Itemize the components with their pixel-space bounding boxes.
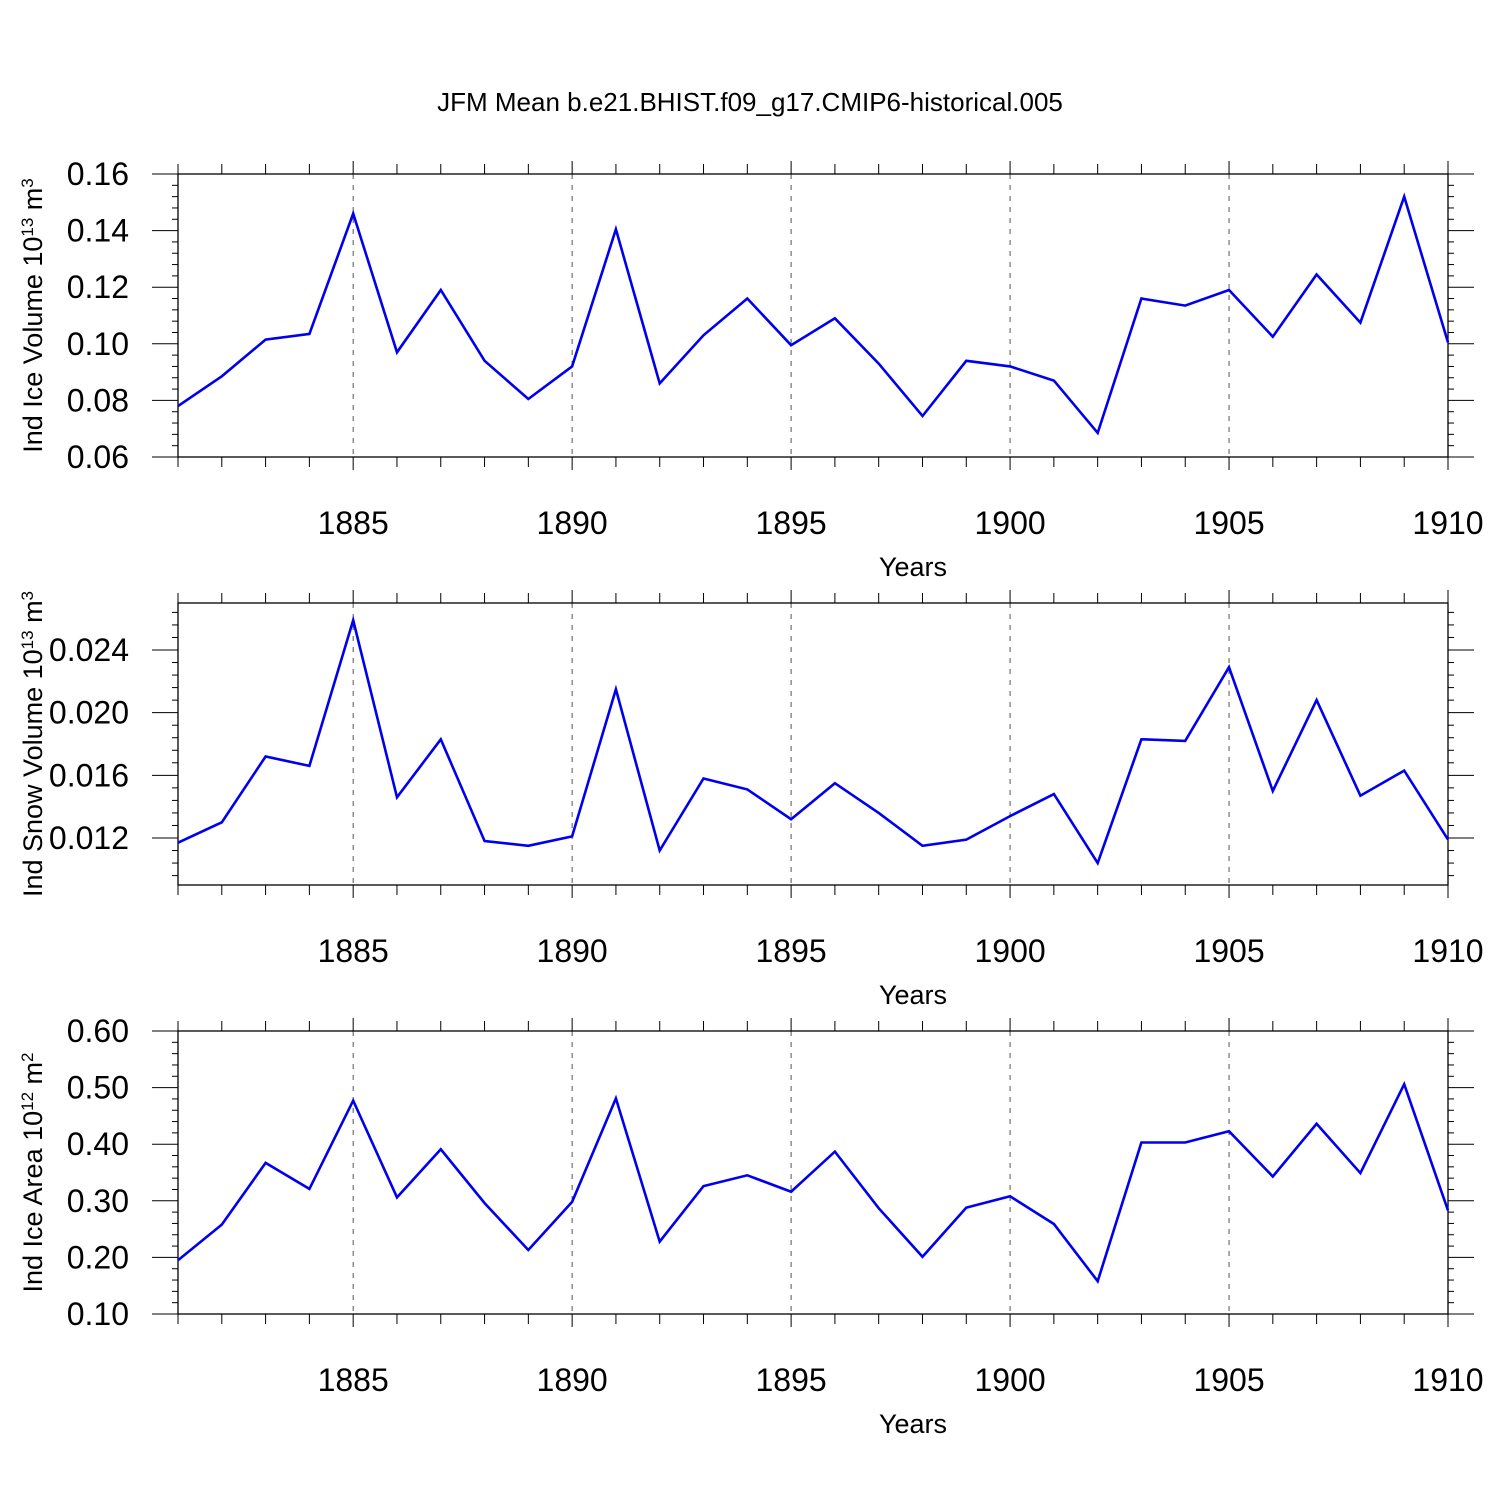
y-axis-label: Ind Ice Area 1012 m2: [18, 1052, 49, 1292]
x-tick-label: 1890: [537, 505, 608, 541]
x-tick-label: 1885: [318, 1362, 389, 1398]
panel-2: 1885 1890 1895 1900 1905 1910 0.012 0.016 0.020 0…: [18, 590, 1484, 1010]
y-tick-label: 0.08: [67, 382, 129, 418]
x-tick-label: 1890: [537, 1362, 608, 1398]
plot-frame: [177, 1030, 1449, 1315]
y-tick-label: 0.10: [67, 1296, 129, 1332]
x-tick-label: 1905: [1193, 933, 1264, 969]
y-tick-label: 0.50: [67, 1070, 129, 1106]
y-tick-label: 0.10: [67, 326, 129, 362]
y-tick-label: 0.12: [67, 269, 129, 305]
x-tick-label: 1910: [1412, 933, 1483, 969]
x-tick-label: 1895: [756, 505, 827, 541]
y-axis-label: Ind Snow Volume 1013 m3: [18, 591, 49, 897]
series-line: [177, 1080, 1450, 1284]
y-tick-label: 0.30: [67, 1183, 129, 1219]
x-axis-label: Years: [879, 1409, 947, 1439]
x-axis-label: Years: [879, 552, 947, 582]
y-tick-label: 0.020: [49, 695, 129, 731]
plot-frame: [177, 173, 1449, 458]
x-tick-label: 1895: [756, 1362, 827, 1398]
plot-frame: [177, 602, 1449, 886]
x-tick-label: 1890: [537, 933, 608, 969]
y-tick-label: 0.16: [67, 156, 129, 192]
y-tick-label: 0.016: [49, 757, 129, 793]
x-tick-label: 1900: [974, 505, 1045, 541]
x-tick-label: 1905: [1193, 1362, 1264, 1398]
y-tick-label: 0.60: [67, 1013, 129, 1049]
y-tick-label: 0.20: [67, 1239, 129, 1275]
y-tick-label: 0.40: [67, 1126, 129, 1162]
y-tick-label: 0.024: [49, 632, 129, 668]
y-tick-label: 0.012: [49, 820, 129, 856]
y-axis-label: Ind Ice Volume 1013 m3: [18, 178, 49, 453]
x-tick-label: 1900: [974, 933, 1045, 969]
series-line: [177, 615, 1450, 867]
panel-3: 1885 1890 1895 1900 1905 1910 0.10 0.20 0.30 0.40…: [18, 1013, 1484, 1439]
y-tick-label: 0.06: [67, 439, 129, 475]
chart-title: JFM Mean b.e21.BHIST.f09_g17.CMIP6-histo…: [437, 87, 1063, 117]
x-tick-label: 1900: [974, 1362, 1045, 1398]
x-tick-label: 1910: [1412, 505, 1483, 541]
y-tick-label: 0.14: [67, 213, 129, 249]
series-line: [177, 192, 1450, 436]
x-tick-label: 1910: [1412, 1362, 1483, 1398]
x-tick-label: 1905: [1193, 505, 1264, 541]
x-tick-label: 1895: [756, 933, 827, 969]
x-tick-label: 1885: [318, 505, 389, 541]
panel-1: 1885 1890 1895 1900 1905 1910 0.06 0.08 0.10 0.12…: [18, 156, 1484, 582]
x-tick-label: 1885: [318, 933, 389, 969]
x-axis-label: Years: [879, 980, 947, 1010]
